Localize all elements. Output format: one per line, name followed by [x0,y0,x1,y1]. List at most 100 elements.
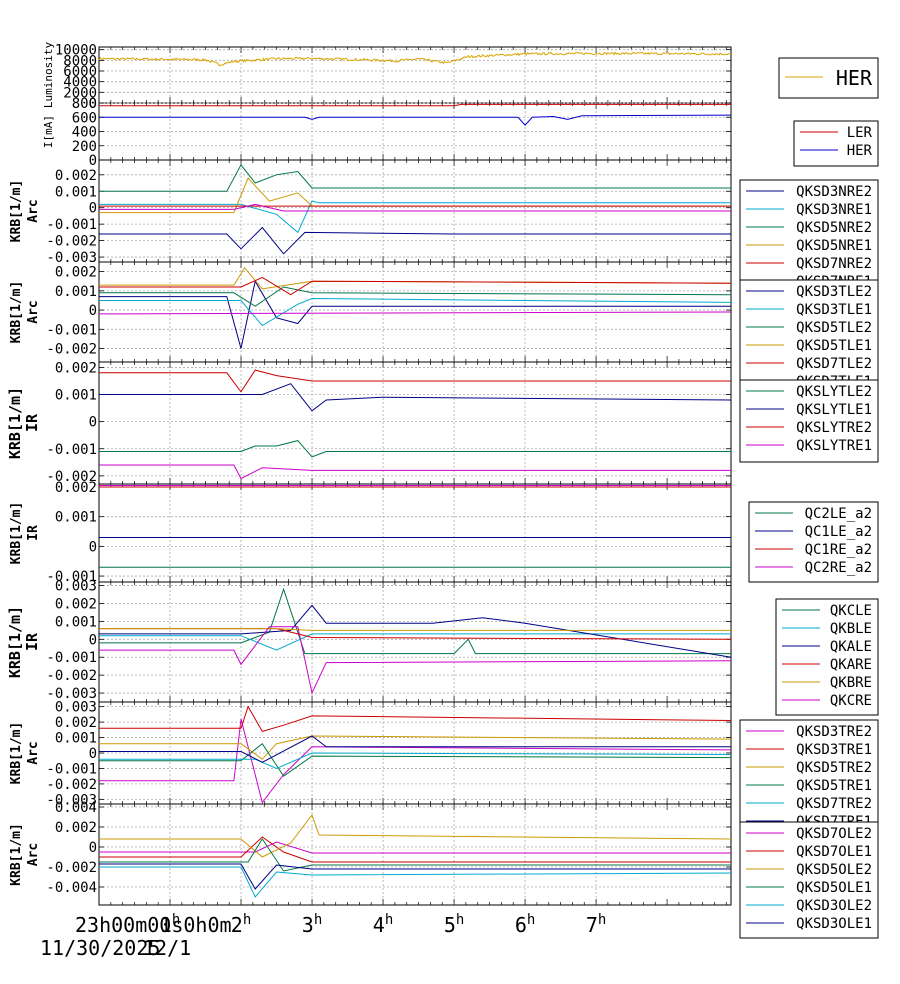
y-tick-label: -0.002 [46,234,97,250]
y-tick-label: 0.001 [55,184,97,200]
legend-label: HER [836,66,873,90]
legend-label: QKBLE [830,621,872,637]
series-line [99,383,732,412]
x-axis: 1h 2h 3h 4h 5h 6h 7h 23h00m00s0h0m11/30/202512/… [40,912,606,960]
series-line [99,718,732,804]
legend-label: LER [847,125,873,141]
legend-box [775,598,879,716]
y-tick-label: 0 [89,153,97,169]
series-line [99,863,731,890]
series-line [99,628,731,631]
legend: QKSD3NRE2 QKSD3NRE1 QKSD5NRE2 QKSD5NRE1 QKSD… [739,179,879,291]
y-tick-label: 800 [72,96,97,112]
y-tick-label: 0.003 [55,579,97,595]
legend-label: QKSLYTRE1 [796,438,872,454]
legend: QC2LE_a2 QC1LE_a2 QC1RE_a2 QC2RE_a2 [748,501,879,583]
y-tick-label: 0 [89,201,97,217]
legend-label: QKSD7OLE2 [796,826,872,842]
legend-label: QKSD7TRE2 [796,796,872,812]
date-label: 11/30/2025 [40,936,160,960]
legend-label: QC2RE_a2 [805,560,872,576]
series-line [99,735,731,763]
legend-label: QKSLYTRE2 [796,420,872,436]
panel-6: -0.001 0 0.001 0.002 KRB[1/m] IR QC2LE_a2 QC1LE… [9,480,879,585]
series-line [99,752,732,770]
panel-9: -0.004 -0.002 0 0.002 0.004 KRB[1/m] Arc QKSD7O… [9,800,879,939]
y-axis-label: KRB[1/m] [9,281,24,344]
legend-label: QKSD3TRE1 [796,742,872,758]
y-tick-label: 0.003 [55,700,97,716]
y-axis-label: IR [23,413,41,432]
series-line [98,51,732,67]
series-line [99,103,731,107]
legend-label: QKSD3TLE1 [796,302,872,318]
y-tick-label: 0.002 [55,596,97,612]
series-line [99,464,731,480]
series-line [99,626,732,695]
legend-label: QKSD5NRE2 [796,220,872,236]
y-tick-label: -0.002 [46,777,97,793]
y-tick-label: 600 [72,110,97,126]
y-tick-label: 400 [72,125,97,141]
series-line [99,813,732,858]
y-tick-label: -0.003 [46,250,97,266]
series-line [99,836,731,863]
series-line [99,200,731,234]
y-axis-label: Arc [26,199,41,222]
series-line [99,838,731,872]
y-tick-label: -0.001 [46,442,97,458]
legend-box [739,821,879,939]
y-tick-label: 0.004 [55,800,97,816]
series-line [99,369,731,393]
x-tick-label: 5h [444,912,464,937]
plot-frame [98,46,732,104]
y-tick-label: -0.001 [46,322,97,338]
legend-label: QKSD3OLE2 [796,898,872,914]
legend: QKSD3TRE2 QKSD3TRE1 QKSD5TRE2 QKSD5TRE1 QKSD… [739,719,879,831]
y-tick-label: 0.001 [55,614,97,630]
legend-label: QKBRE [830,675,872,691]
series-line [99,163,731,192]
y-tick-label: 0.001 [55,510,97,526]
legend-label: QKSD5NRE1 [796,238,872,254]
legend-label: QC1RE_a2 [805,542,872,558]
x-tick-label: 4h [373,912,393,937]
legend-label: QKCRE [830,693,872,709]
y-axis-label: Luminosity [42,42,55,109]
series-line [99,587,731,655]
series-line [99,203,731,212]
x-tick-label: 1h [160,912,180,937]
series-line [99,742,732,777]
panel-5: -0.002 -0.001 0 0.001 0.002 KRB[1/m] IR QKSLYTL… [6,360,879,485]
y-axis-label: KRB[1/m] [9,722,24,785]
series-line [98,311,732,315]
legend: QKCLE QKBLE QKALE QKARE QKBRE QKCRE [775,598,879,716]
x-tick-label: 3h [302,912,322,937]
series-line [99,735,732,760]
panel-7: -0.003-0.002-0.00100.0010.0020.003KRB[1/… [6,579,879,716]
y-tick-label: 2000 [63,85,97,101]
legend-box [793,120,879,167]
series-line [99,286,732,307]
legend-label: QKCLE [830,603,872,619]
y-axis-label: I[mA] [42,115,55,148]
legend: QKSD7OLE2 QKSD7OLE1 QKSD5OLE2 QKSD5OLE1 QKSD… [739,821,879,939]
y-tick-label: 6000 [63,64,97,80]
legend-label: QKSD3TLE2 [796,284,872,300]
legend-label: QKSD3NRE2 [796,184,872,200]
y-tick-label: 0.001 [55,731,97,747]
y-tick-label: -0.002 [46,342,97,358]
legend-label: QKARE [830,657,872,673]
legend: LER HER [793,120,879,167]
y-axis-label: Arc [26,843,41,866]
x-tick-label: 2h [231,912,251,937]
y-axis-label: KRB[1/m] [9,502,24,565]
y-tick-label: 0.002 [55,168,97,184]
y-tick-label: -0.004 [46,880,97,896]
y-tick-label: 4000 [63,75,97,91]
series-line [99,705,732,732]
